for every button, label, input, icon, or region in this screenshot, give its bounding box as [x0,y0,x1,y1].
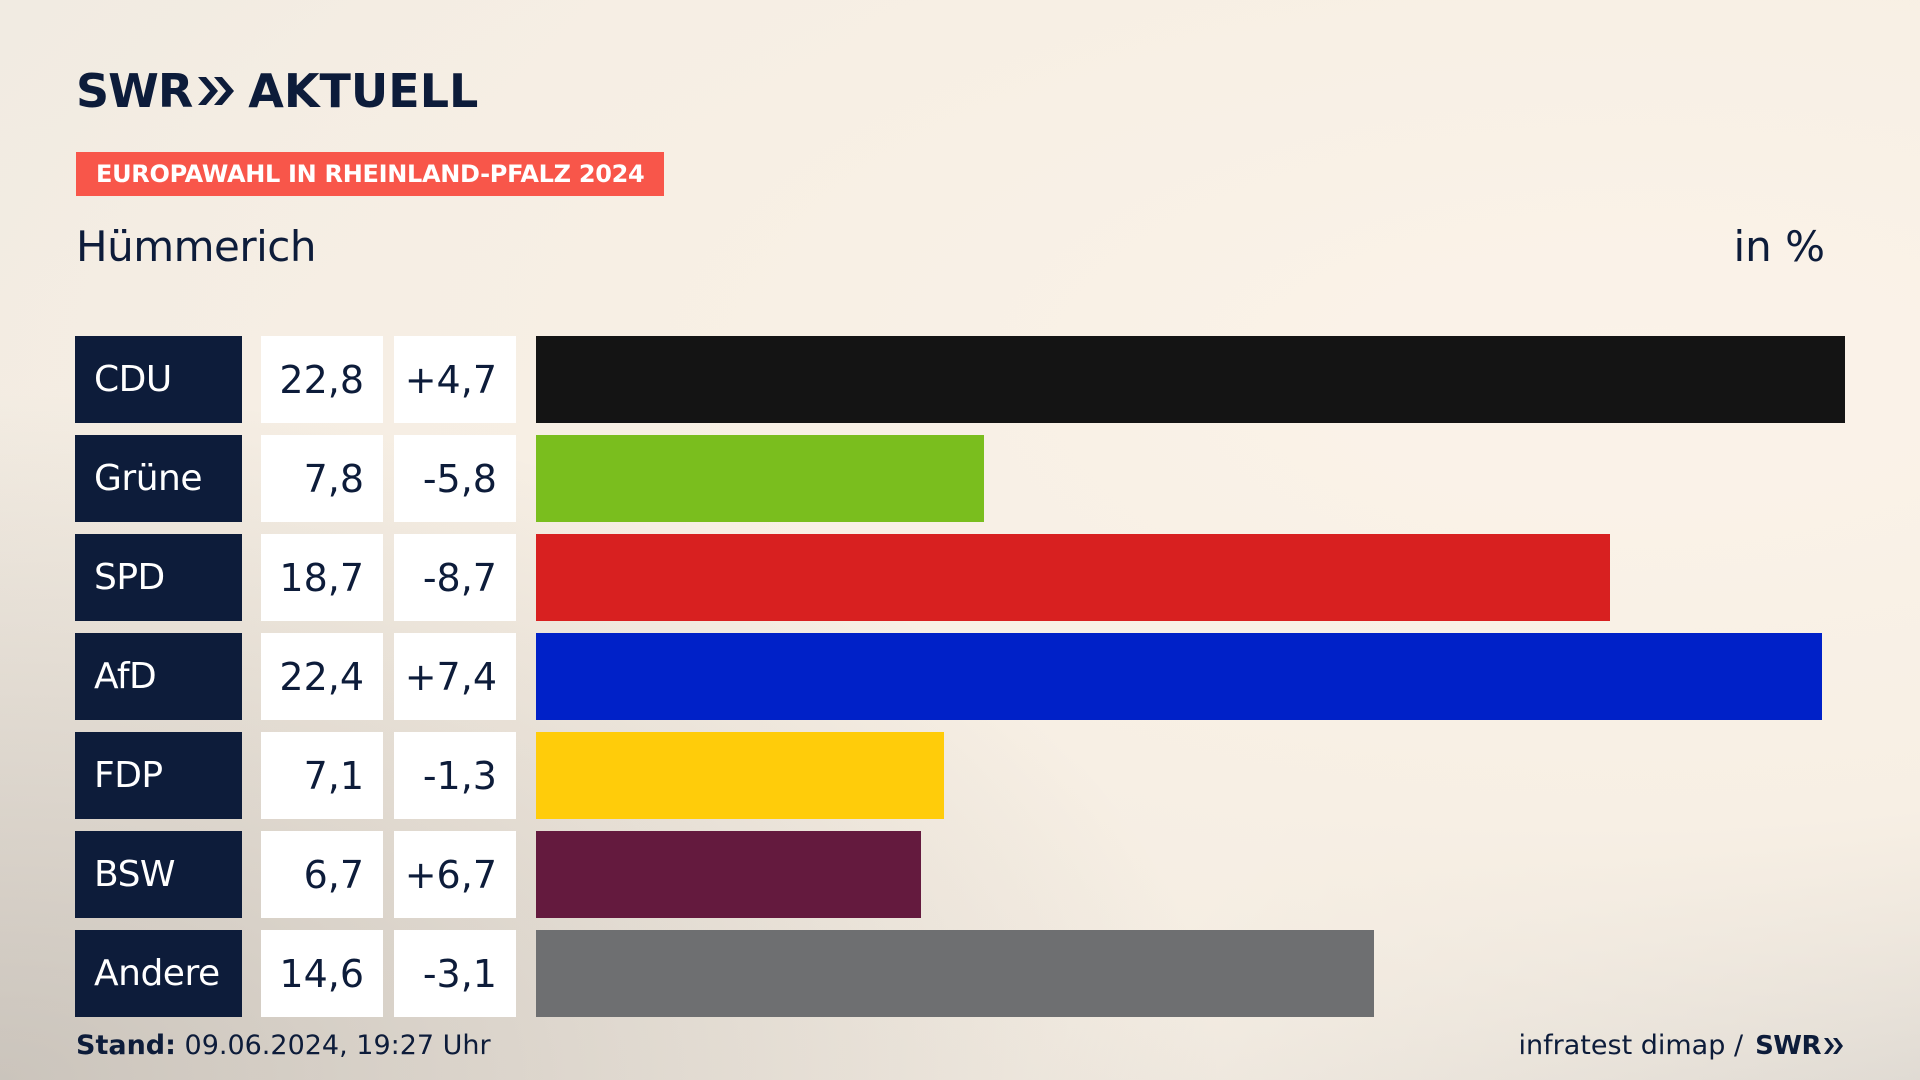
double-chevron-icon [198,77,235,105]
timestamp: Stand: 09.06.2024, 19:27 Uhr [76,1030,491,1061]
result-row: Andere 14,6 -3,1 [75,930,1845,1017]
party-label: SPD [75,534,242,621]
results-chart: CDU 22,8 +4,7 Grüne 7,8 -5,8 SPD 18,7 -8,7 AfD 22,… [75,336,1845,1029]
vote-change-value: +4,7 [394,336,516,423]
vote-change-value: +7,4 [394,633,516,720]
vote-share-value: 22,8 [261,336,383,423]
party-label: FDP [75,732,242,819]
result-row: AfD 22,4 +7,4 [75,633,1845,720]
election-tag: EUROPAWAHL IN RHEINLAND-PFALZ 2024 [76,152,665,196]
source-brand: SWR [1755,1030,1821,1061]
party-label: Andere [75,930,242,1017]
stand-label: Stand: [76,1030,176,1061]
vote-share-value: 7,1 [261,732,383,819]
small-double-chevron-icon [1824,1037,1843,1054]
stand-value: 09.06.2024, 19:27 Uhr [184,1030,491,1061]
result-bar [536,930,1374,1017]
region-title: Hümmerich [76,222,317,271]
result-row: Grüne 7,8 -5,8 [75,435,1845,522]
party-label: BSW [75,831,242,918]
vote-share-value: 22,4 [261,633,383,720]
party-label: AfD [75,633,242,720]
result-bar [536,633,1822,720]
party-label: CDU [75,336,242,423]
vote-share-value: 14,6 [261,930,383,1017]
result-bar [536,732,944,819]
logo-brand: SWR [76,64,193,118]
result-row: BSW 6,7 +6,7 [75,831,1845,918]
vote-change-value: -8,7 [394,534,516,621]
result-bar [536,831,921,918]
unit-label: in % [1733,222,1825,271]
result-bar [536,336,1845,423]
party-label: Grüne [75,435,242,522]
vote-share-value: 6,7 [261,831,383,918]
source-credit: infratest dimap / SWR [1519,1030,1845,1061]
logo-product: AKTUELL [248,64,479,118]
vote-change-value: +6,7 [394,831,516,918]
result-row: SPD 18,7 -8,7 [75,534,1845,621]
vote-change-value: -5,8 [394,435,516,522]
vote-change-value: -1,3 [394,732,516,819]
result-row: FDP 7,1 -1,3 [75,732,1845,819]
result-bar [536,435,984,522]
swr-aktuell-logo: SWR AKTUELL [76,64,479,118]
vote-change-value: -3,1 [394,930,516,1017]
result-bar [536,534,1610,621]
source-text: infratest dimap / [1518,1030,1744,1061]
source-brand-logo: SWR [1755,1031,1845,1061]
vote-share-value: 18,7 [261,534,383,621]
result-row: CDU 22,8 +4,7 [75,336,1845,423]
vote-share-value: 7,8 [261,435,383,522]
